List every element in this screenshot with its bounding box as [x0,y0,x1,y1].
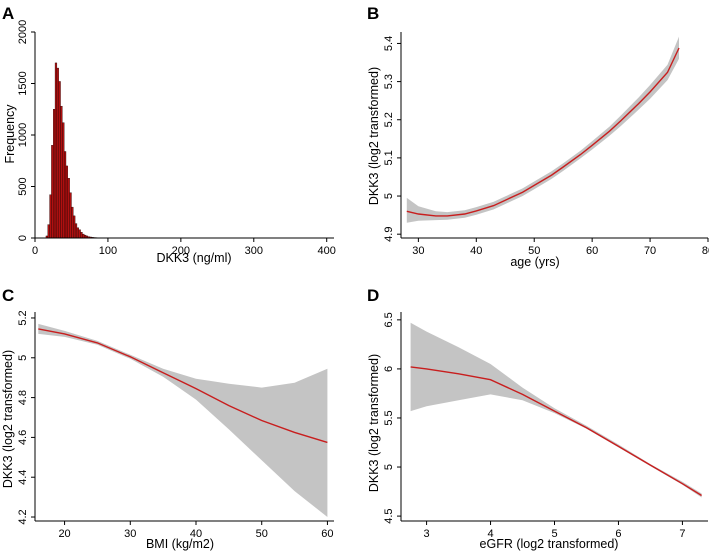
panel-b-y-tick-label: 5.3 [383,74,395,89]
panel-a-y-tick-label: 500 [17,177,29,195]
panel-b-y-axis-title: DKK3 (log2 transformed) [367,67,381,205]
histogram-bar [62,122,65,239]
histogram-bar [63,151,67,239]
panel-a-y-tick-label: 0 [17,235,29,241]
panel-b-y-tick-label: 5.2 [383,112,395,127]
panel-c-x-axis-title: BMI (kg/m2) [146,537,214,551]
panel-d-x-tick-label: 3 [424,528,430,540]
histogram-bar [69,192,72,239]
panel-a-x-axis-title: DKK3 (ng/ml) [156,251,231,265]
panel-b: B 30 40 50 60 70 80 4.9 5 5.1 5.2 5.3 5.4 age (yrs)… [367,4,709,269]
panel-a: A 0 100 200 300 400 0 500 1000 1500 2000 DKK3 (ng… [2,4,336,265]
histogram-bar [51,145,54,239]
histogram-bar [67,178,70,239]
histogram-bar [54,62,58,239]
panel-b-y-tick-label: 5.1 [383,150,395,165]
histogram-bar [71,206,74,239]
panel-b-x-tick-label: 50 [528,245,540,257]
histogram-bar [56,67,59,239]
panel-c-y-tick-label: 5.2 [17,310,29,325]
panel-b-y-tick-label: 5 [383,193,395,199]
histogram-bar [58,81,61,239]
plot-c-area: 20 30 40 50 60 4.2 4.4 4.6 4.8 5 5.2 [17,310,334,540]
panel-b-x-tick-label: 80 [702,245,709,257]
panel-b-x-tick-label: 70 [644,245,656,257]
panel-c-x-tick-label: 60 [321,528,333,540]
panel-a-x-tick-label: 0 [32,245,38,257]
panel-c-confidence-band [38,323,328,517]
panel-c-y-tick-label: 5 [17,355,29,361]
panel-c-y-axis-title: DKK3 (log2 transformed) [1,350,15,488]
panel-a-x-tick-label: 300 [245,245,263,257]
panel-d: D 3 4 5 6 7 4.5 5 5.5 6 6.5 eGFR (log2 transforme… [367,286,708,551]
panel-a-y-axis-title: Frequency [3,104,17,164]
panel-a-letter: A [2,4,14,23]
histogram-bar [73,215,76,239]
panel-d-x-tick-label: 6 [615,528,621,540]
panel-c-y-tick-label: 4.8 [17,390,29,405]
panel-a-x-tick-label: 200 [172,245,190,257]
panel-b-y-tick-label: 5.4 [383,36,395,51]
histogram-bar [53,109,56,239]
panel-a-x-tick-label: 100 [99,245,117,257]
histogram-bar [82,233,85,239]
panel-d-x-tick-label: 4 [487,528,493,540]
panel-c-x-tick-label: 20 [58,528,70,540]
panel-c: C 20 30 40 50 60 4.2 4.4 4.6 4.8 5 5.2 BMI (kg/m2)… [1,286,334,551]
panel-d-y-tick-label: 4.5 [383,508,395,523]
panel-d-y-tick-label: 6.5 [383,312,395,327]
panel-b-x-tick-label: 60 [586,245,598,257]
panel-c-y-tick-label: 4.6 [17,430,29,445]
panel-c-y-tick-label: 4.2 [17,509,29,524]
histogram-bar [76,227,79,239]
panel-d-confidence-band [410,322,702,498]
histogram-bar [80,232,83,239]
panel-a-x-tick-label: 400 [318,245,336,257]
panel-c-fit-line [38,328,328,444]
panel-b-x-axis-title: age (yrs) [510,255,559,269]
panel-c-letter: C [2,286,14,305]
panel-c-x-tick-label: 50 [256,528,268,540]
panel-d-y-tick-label: 5.5 [383,410,395,425]
plot-a-area: 0 100 200 300 400 0 500 1000 1500 2000 [17,20,336,257]
panel-a-y-tick-label: 1000 [17,123,29,147]
panel-d-y-tick-label: 6 [383,366,395,372]
panel-b-x-tick-label: 30 [412,245,424,257]
panel-b-x-tick-label: 40 [470,245,482,257]
panel-d-x-tick-label: 7 [679,528,685,540]
panel-d-letter: D [367,286,379,305]
panel-d-x-tick-label: 5 [551,528,557,540]
panel-b-letter: B [367,4,379,23]
panel-d-y-axis-title: DKK3 (log2 transformed) [367,354,381,492]
panel-c-y-tick-label: 4.4 [17,470,29,485]
histogram-bar [60,105,63,239]
panel-a-y-tick-label: 2000 [17,20,29,44]
plot-d-area: 3 4 5 6 7 4.5 5 5.5 6 6.5 [383,312,708,540]
panel-b-fit-line [406,47,680,217]
panel-c-x-tick-label: 40 [190,528,202,540]
histogram-bar [78,229,81,239]
panel-d-fit-line [410,366,702,497]
panel-d-y-tick-label: 5 [383,464,395,470]
panel-b-y-tick-label: 4.9 [383,227,395,242]
panel-a-y-tick-label: 1500 [17,71,29,95]
histogram-bar [65,165,68,239]
panel-c-x-tick-label: 30 [124,528,136,540]
histogram-bar [74,223,78,239]
plot-b-area: 30 40 50 60 70 80 4.9 5 5.1 5.2 5.3 5.4 [383,32,709,257]
histogram-bar [47,224,50,239]
panel-d-x-axis-title: eGFR (log2 transformed) [480,537,619,551]
histogram-bar [49,194,52,239]
